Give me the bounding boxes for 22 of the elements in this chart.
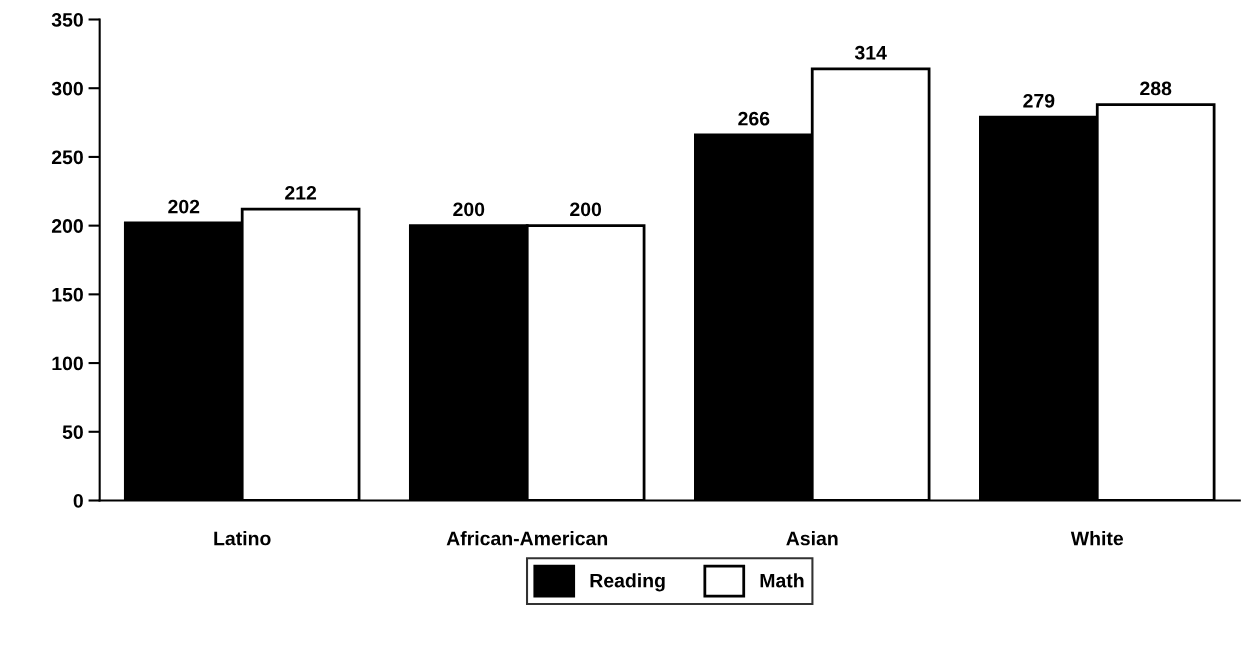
- y-tick-label: 250: [51, 150, 83, 165]
- x-tick-label: White: [1070, 531, 1124, 546]
- legend-label: Math: [760, 573, 804, 588]
- y-tick-label: 150: [52, 287, 83, 302]
- y-tick-label: 100: [52, 356, 83, 371]
- x-tick-label: Asian: [786, 531, 838, 546]
- data-label: 288: [1140, 81, 1172, 96]
- legend-label: Reading: [590, 573, 665, 592]
- data-label: 200: [453, 202, 485, 217]
- data-label: 314: [854, 45, 887, 60]
- data-label: 266: [738, 111, 770, 126]
- x-tick-label: African-American: [446, 531, 608, 546]
- data-label: 202: [168, 199, 200, 214]
- data-label: 200: [570, 202, 602, 217]
- data-label: 212: [285, 185, 317, 200]
- y-tick-label: 300: [51, 81, 83, 96]
- y-tick-label: 350: [51, 12, 83, 27]
- y-tick-label: 50: [62, 425, 83, 440]
- data-label: 279: [1023, 93, 1055, 108]
- y-tick-label: 200: [51, 219, 83, 233]
- x-tick-label: Latino: [214, 531, 271, 546]
- y-tick-label: 0: [73, 493, 83, 508]
